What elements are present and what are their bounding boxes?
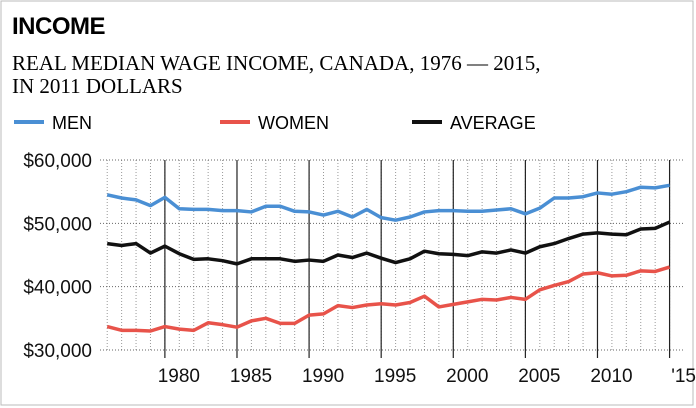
y-tick-label: $30,000 (23, 341, 92, 362)
x-tick-label: 2000 (446, 366, 488, 387)
legend-label: AVERAGE (450, 113, 536, 133)
chart-subtitle: REAL MEDIAN WAGE INCOME, CANADA, 1976 — … (12, 51, 540, 75)
series-line (106, 183, 670, 222)
x-tick-label: 1995 (374, 366, 416, 387)
x-tick-label: 1990 (302, 366, 344, 387)
x-tick-label: 1985 (230, 366, 272, 387)
x-tick-label: 1980 (158, 366, 200, 387)
chart-title: INCOME (12, 13, 105, 40)
chart-subtitle: IN 2011 DOLLARS (12, 74, 183, 98)
y-tick-label: $40,000 (23, 278, 92, 299)
series-line (106, 220, 671, 266)
y-tick-label: $60,000 (23, 151, 92, 172)
y-tick-label: $50,000 (23, 214, 92, 235)
series-line (106, 265, 671, 333)
legend-label: WOMEN (258, 113, 329, 133)
x-tick-label: '15 (671, 366, 696, 387)
x-tick-label: 2010 (590, 366, 632, 387)
legend-label: MEN (52, 113, 92, 133)
x-tick-label: 2005 (518, 366, 560, 387)
